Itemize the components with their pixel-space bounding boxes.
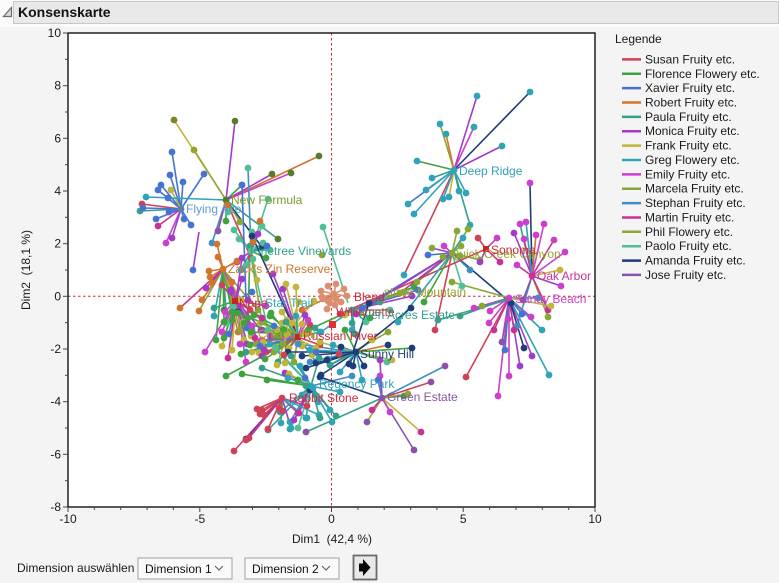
svg-text:0: 0: [328, 512, 335, 526]
svg-text:-6: -6: [50, 447, 61, 461]
svg-text:New Formula: New Formula: [231, 193, 303, 207]
svg-text:Deep Ridge: Deep Ridge: [459, 164, 523, 178]
svg-text:Amanda Fruity etc.: Amanda Fruity etc.: [645, 254, 746, 268]
svg-text:Glen Acres Estate: Glen Acres Estate: [359, 308, 455, 322]
svg-text:Robert Fruity etc.: Robert Fruity etc.: [645, 96, 737, 110]
svg-text:-2: -2: [50, 342, 61, 356]
svg-text:Florence Flowery etc.: Florence Flowery etc.: [645, 67, 760, 81]
svg-text:Oak Arbor: Oak Arbor: [537, 269, 591, 283]
svg-text:Emily Fruity etc.: Emily Fruity etc.: [645, 167, 730, 181]
svg-text:0: 0: [54, 289, 61, 303]
svg-text:Phil Flowery etc.: Phil Flowery etc.: [645, 225, 733, 239]
svg-text:Stephan Fruity etc.: Stephan Fruity etc.: [645, 196, 746, 210]
svg-text:Susan Fruity etc.: Susan Fruity etc.: [645, 52, 735, 66]
svg-text:Jose Fruity etc.: Jose Fruity etc.: [645, 268, 726, 282]
svg-text:Dimension 1: Dimension 1: [145, 562, 212, 576]
svg-text:Frank Fruity etc.: Frank Fruity etc.: [645, 139, 732, 153]
svg-text:-4: -4: [50, 395, 61, 409]
svg-text:Russian River: Russian River: [303, 329, 378, 343]
svg-text:10: 10: [588, 512, 602, 526]
svg-text:Sunny Hill: Sunny Hill: [360, 347, 414, 361]
svg-text:Legende: Legende: [615, 32, 662, 46]
svg-text:stone Mountain: stone Mountain: [384, 285, 466, 299]
svg-text:Regency Park: Regency Park: [319, 377, 395, 391]
svg-text:5: 5: [460, 512, 467, 526]
svg-text:Star Trail: Star Trail: [265, 296, 313, 310]
svg-text:2: 2: [54, 237, 61, 251]
svg-text:Quick Creek Canyon: Quick Creek Canyon: [450, 247, 561, 261]
svg-text:Dim2 (18,1 %): Dim2 (18,1 %): [19, 230, 33, 310]
svg-text:-10: -10: [59, 512, 77, 526]
svg-text:6: 6: [54, 131, 61, 145]
svg-text:4: 4: [54, 184, 61, 198]
svg-text:Rabbit Stone: Rabbit Stone: [289, 391, 359, 405]
svg-text:Greg Flowery etc.: Greg Flowery etc.: [645, 153, 740, 167]
svg-text:Chianti Hill: Chianti Hill: [258, 327, 315, 341]
svg-text:Zack's Zin Reserve: Zack's Zin Reserve: [228, 262, 331, 276]
svg-text:Green Estate: Green Estate: [387, 390, 458, 404]
svg-text:Martin Fruity etc.: Martin Fruity etc.: [645, 211, 734, 225]
svg-text:Napa: Napa: [239, 296, 268, 310]
svg-text:Sandy Beach: Sandy Beach: [515, 292, 586, 306]
svg-text:Paolo Fruity etc.: Paolo Fruity etc.: [645, 239, 732, 253]
svg-text:10: 10: [48, 26, 62, 40]
svg-text:Konsenskarte: Konsenskarte: [18, 4, 111, 20]
svg-text:Flying Ace: Flying Ace: [186, 202, 242, 216]
svg-text:Dimension auswählen: Dimension auswählen: [17, 561, 134, 575]
svg-text:8: 8: [54, 79, 61, 93]
svg-text:Dimension 2: Dimension 2: [252, 562, 319, 576]
svg-text:Dim1 (42,4 %): Dim1 (42,4 %): [292, 532, 372, 546]
svg-text:Blend: Blend: [354, 290, 385, 304]
svg-text:Paula Fruity etc.: Paula Fruity etc.: [645, 110, 732, 124]
svg-text:Williamette: Williamette: [336, 305, 395, 319]
svg-text:-8: -8: [50, 500, 61, 514]
svg-text:Sonoma: Sonoma: [491, 243, 536, 257]
svg-text:Monica Fruity etc.: Monica Fruity etc.: [645, 124, 740, 138]
svg-text:-5: -5: [194, 512, 205, 526]
svg-text:Pinetree Vineyards: Pinetree Vineyards: [250, 244, 351, 258]
svg-text:Marcela Fruity etc.: Marcela Fruity etc.: [645, 182, 744, 196]
svg-text:Xavier Fruity etc.: Xavier Fruity etc.: [645, 81, 735, 95]
